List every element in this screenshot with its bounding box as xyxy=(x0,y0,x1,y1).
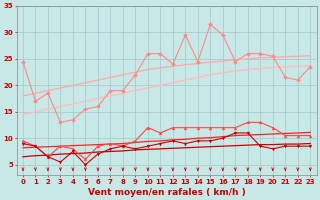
X-axis label: Vent moyen/en rafales ( km/h ): Vent moyen/en rafales ( km/h ) xyxy=(88,188,245,197)
